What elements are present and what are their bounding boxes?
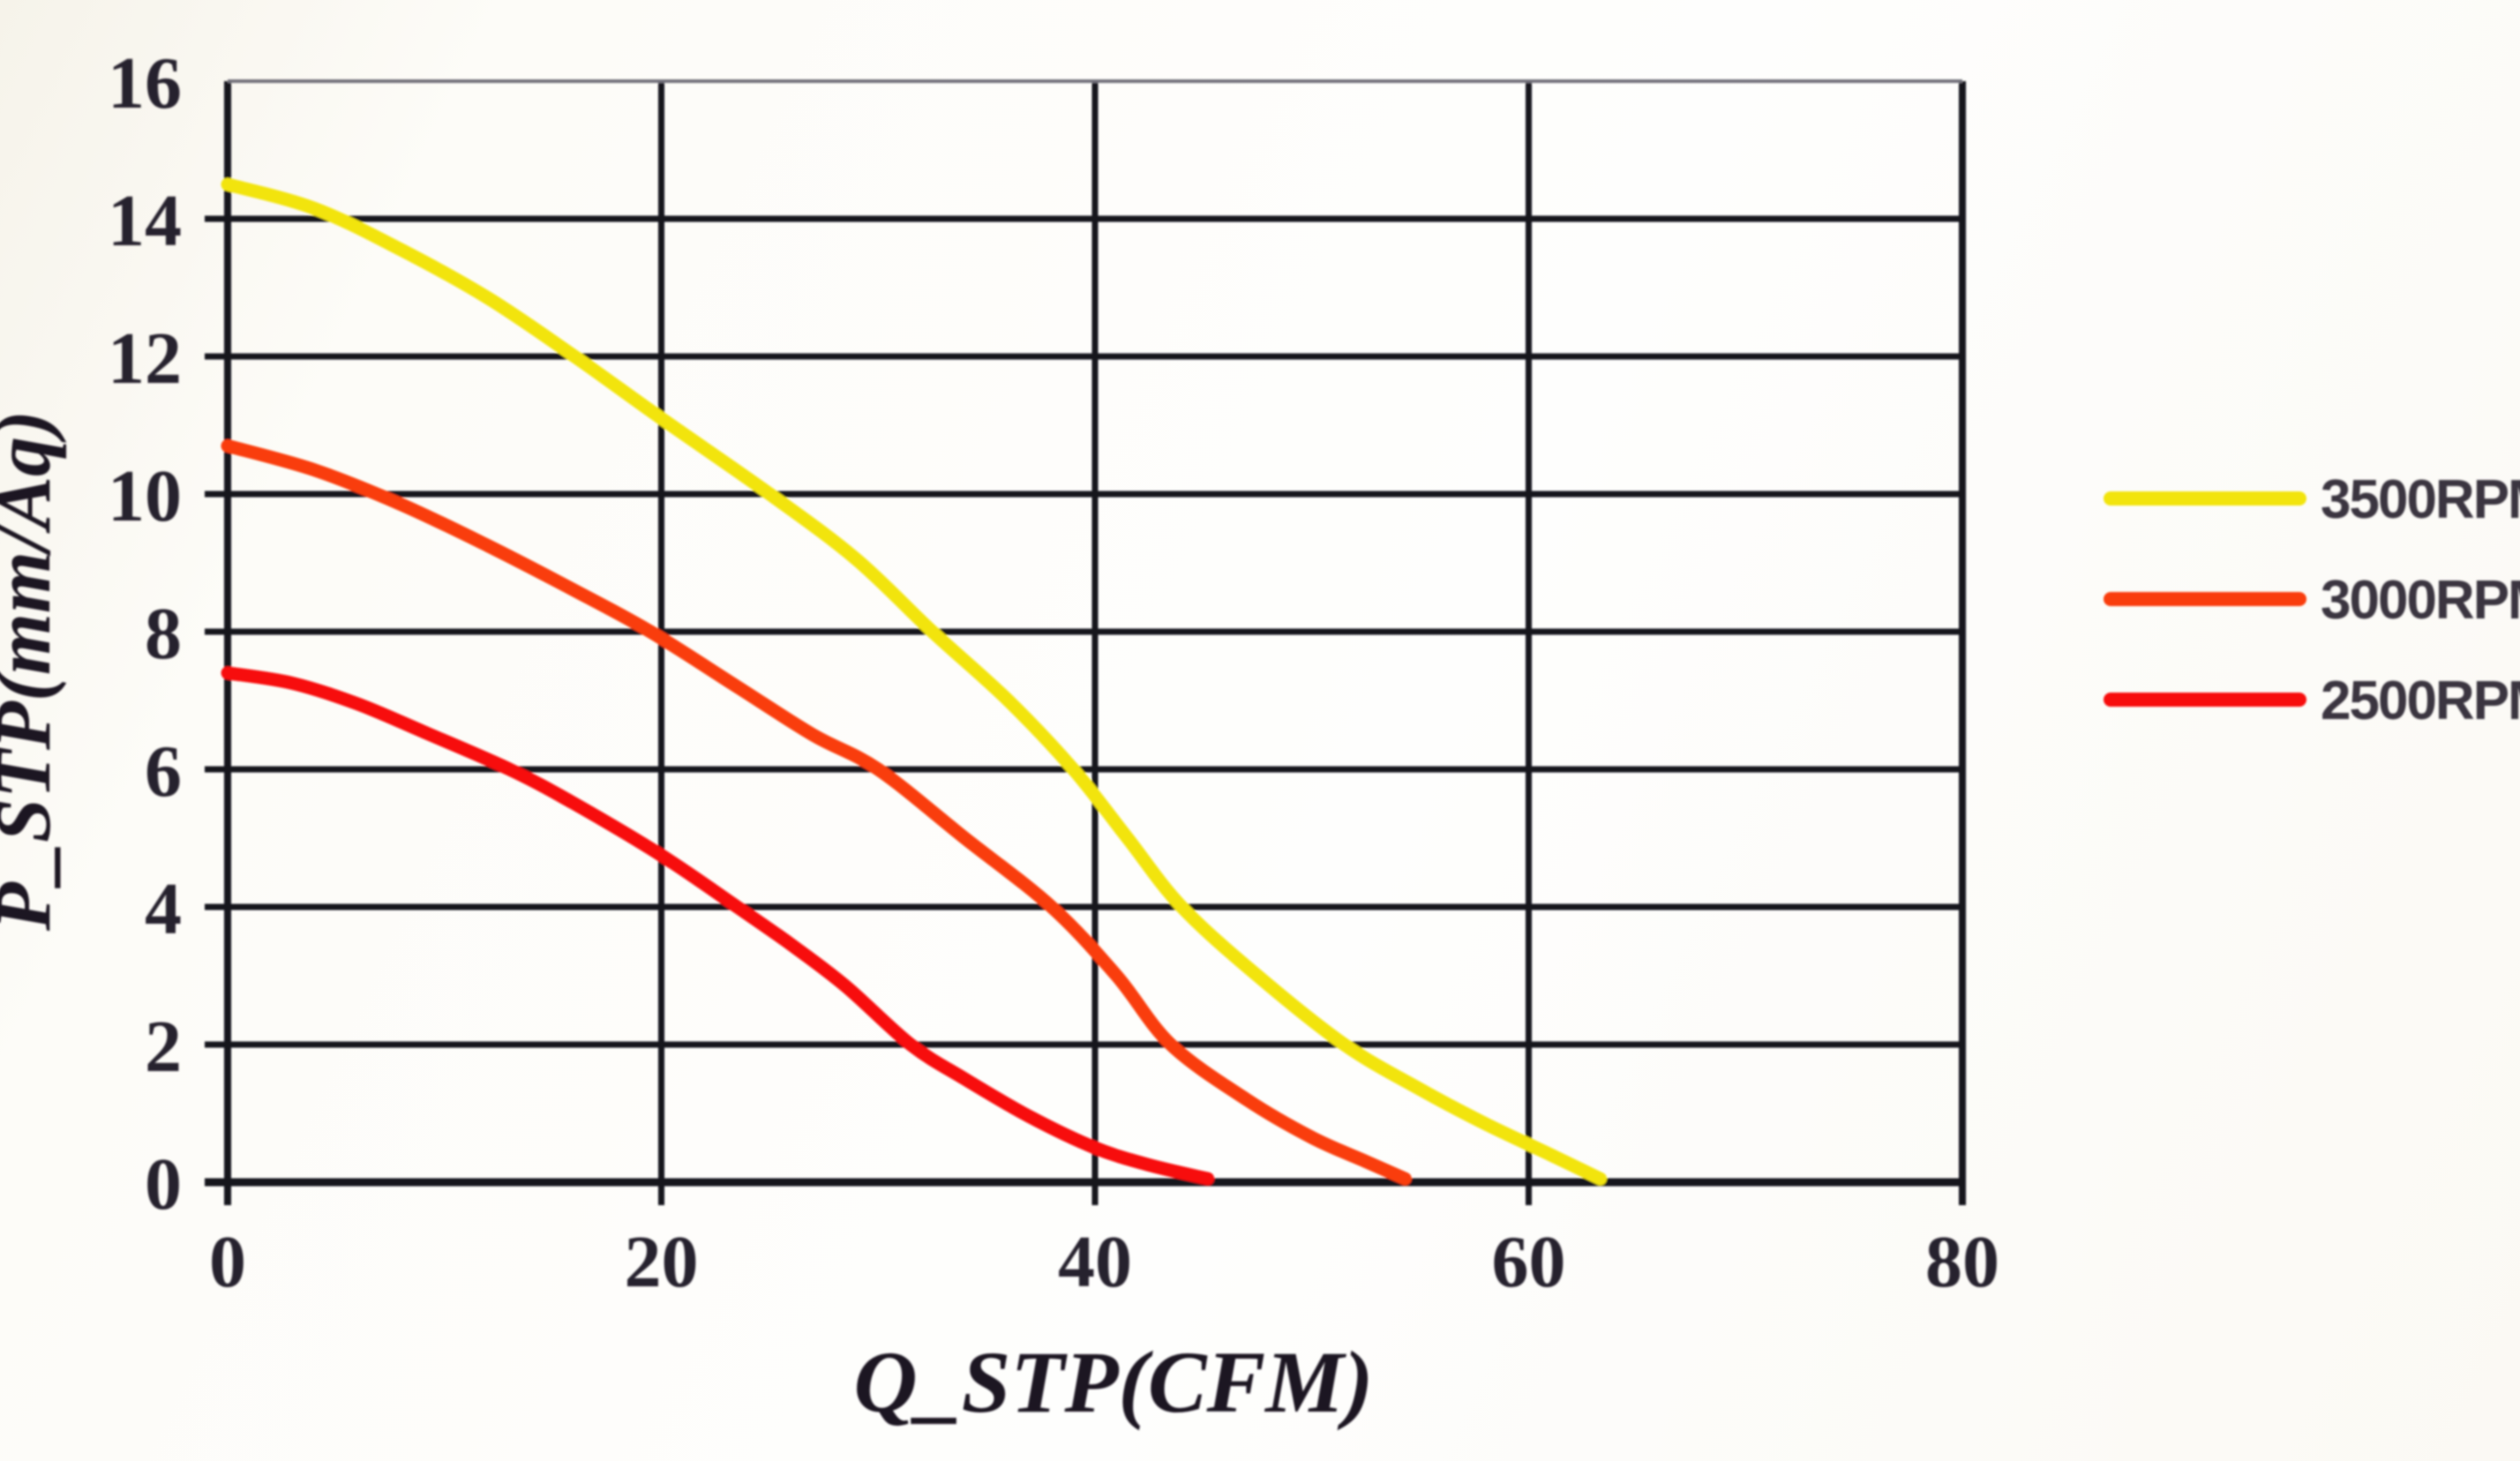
legend-label-3500rpm: 3500RPM xyxy=(2321,469,2520,530)
tick-label-y-2: 2 xyxy=(145,1006,182,1088)
grid-layer xyxy=(205,79,1966,1205)
legend-label-2500rpm: 2500RPM xyxy=(2321,671,2520,731)
tick-label-x-0: 0 xyxy=(209,1221,246,1303)
legend-label-3000rpm: 3000RPM xyxy=(2321,570,2520,631)
tick-label-y-8: 8 xyxy=(145,593,182,675)
tick-label-layer: 0 20 40 60 80 0 2 4 6 8 10 12 14 16 xyxy=(108,42,1999,1303)
tick-label-y-14: 14 xyxy=(108,180,182,262)
tick-label-y-6: 6 xyxy=(145,730,182,813)
tick-label-x-40: 40 xyxy=(1058,1221,1132,1303)
tick-label-x-80: 80 xyxy=(1925,1221,1999,1303)
tick-label-x-60: 60 xyxy=(1492,1221,1566,1303)
tick-label-x-20: 20 xyxy=(625,1221,699,1303)
legend-row-3000rpm: 3000RPM xyxy=(2104,570,2520,631)
legend-row-3500rpm: 3500RPM xyxy=(2104,469,2520,530)
tick-label-y-10: 10 xyxy=(108,455,182,537)
series-curve-3500rpm xyxy=(221,177,1608,1186)
series-curve-3000rpm xyxy=(221,438,1412,1186)
tick-label-y-4: 4 xyxy=(145,868,182,950)
chart-root: 0 20 40 60 80 0 2 4 6 8 10 12 14 16 3500RPM 3000RPM 250… xyxy=(0,42,2520,1431)
series-curve-2500rpm xyxy=(221,666,1215,1186)
y-axis-title: P_STP(mm/Aq) xyxy=(0,410,67,932)
x-axis-title: Q_STP(CFM) xyxy=(854,1333,1374,1431)
legend-row-2500rpm: 2500RPM xyxy=(2104,671,2520,731)
legend: 3500RPM 3000RPM 2500RPM xyxy=(2104,469,2520,731)
tick-label-y-0: 0 xyxy=(145,1143,182,1225)
tick-label-y-16: 16 xyxy=(108,42,182,124)
series-layer xyxy=(221,177,1608,1186)
tick-label-y-12: 12 xyxy=(108,318,182,400)
